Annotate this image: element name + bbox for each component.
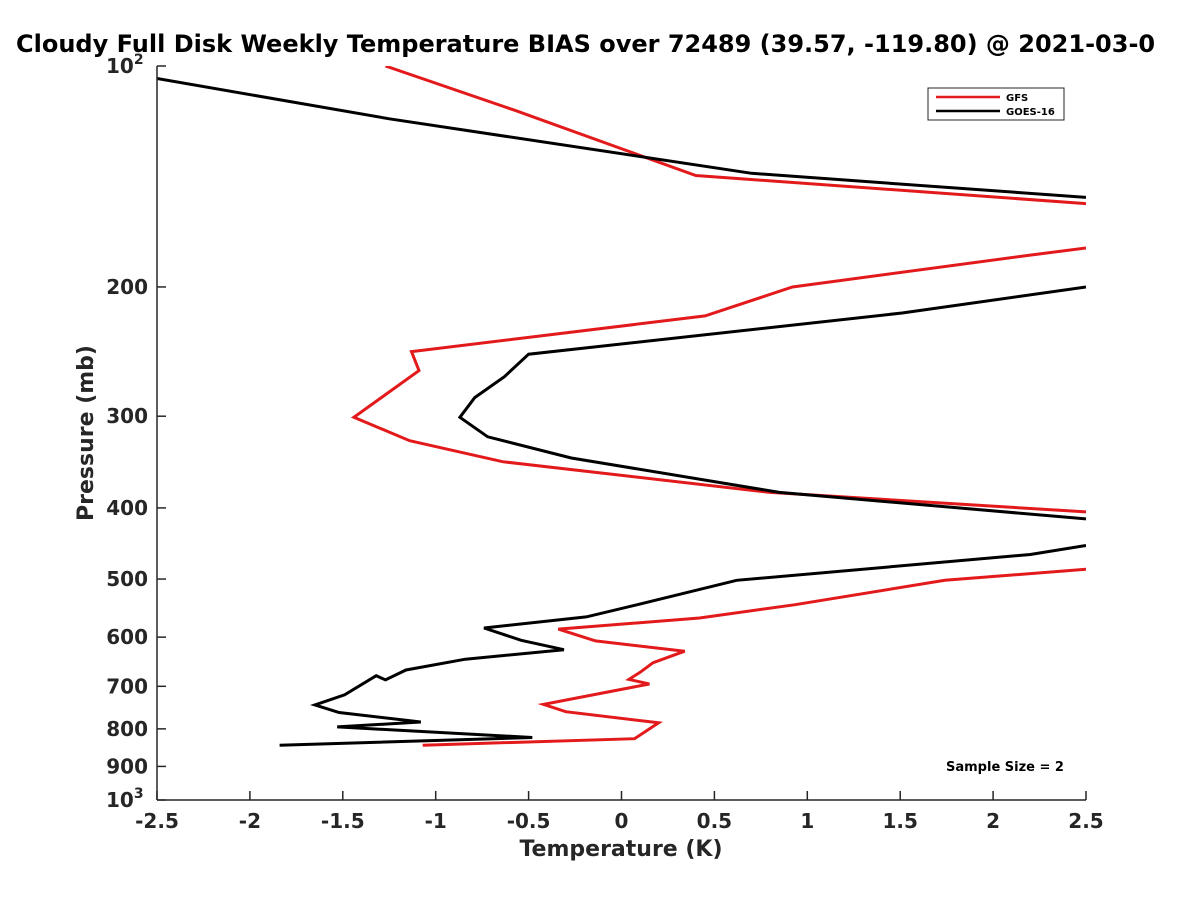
x-tick-label: -1.5 <box>321 809 365 833</box>
y-axis-label: Pressure (mb) <box>74 345 99 521</box>
series-line-goes-16-segment-2 <box>457 285 1086 521</box>
y-tick-label: 400 <box>106 496 148 520</box>
x-tick-label: 2.5 <box>1068 809 1103 833</box>
x-tick-label: -1 <box>425 809 447 833</box>
series-line-goes-16-segment-1 <box>157 77 1086 199</box>
x-tick-label: 1 <box>800 809 814 833</box>
x-ticks: -2.5 -2 -1.5 -1 -0.5 0 0.5 1 1.5 2 2.5 <box>135 791 1104 833</box>
legend-box <box>927 87 1065 121</box>
x-tick-label: 0.5 <box>697 809 732 833</box>
legend-label-goes16: GOES-16 <box>1006 107 1055 118</box>
series-line-gfs-segment-2 <box>350 246 1086 514</box>
y-tick-label: 600 <box>106 625 148 649</box>
series-line-gfs-segment-3 <box>422 567 1086 747</box>
x-axis-label: Temperature (K) <box>519 837 722 862</box>
y-tick-label: 900 <box>106 754 148 778</box>
y-tick-label: 300 <box>106 404 148 428</box>
sample-size-annotation: Sample Size = 2 <box>946 760 1064 775</box>
y-tick-label: 200 <box>106 275 148 299</box>
y-tick-label: 800 <box>106 717 148 741</box>
x-tick-label: 2 <box>986 809 1000 833</box>
legend: GFS GOES-16 <box>927 87 1065 121</box>
chart-title: Cloudy Full Disk Weekly Temperature BIAS… <box>16 30 1156 58</box>
x-tick-label: 1.5 <box>882 809 917 833</box>
series-line-gfs-segment-1 <box>385 66 1086 206</box>
x-tick-label: -2 <box>239 809 261 833</box>
y-tick-label: 700 <box>106 674 148 698</box>
x-tick-label: -0.5 <box>507 809 551 833</box>
legend-label-gfs: GFS <box>1006 93 1028 104</box>
series-line-goes-16-segment-3 <box>279 544 1086 747</box>
x-tick-label: 0 <box>615 809 629 833</box>
series-layer <box>157 66 1086 747</box>
y-tick-label: 102 <box>106 52 144 78</box>
x-tick-label: -2.5 <box>135 809 179 833</box>
y-tick-label: 500 <box>106 567 148 591</box>
